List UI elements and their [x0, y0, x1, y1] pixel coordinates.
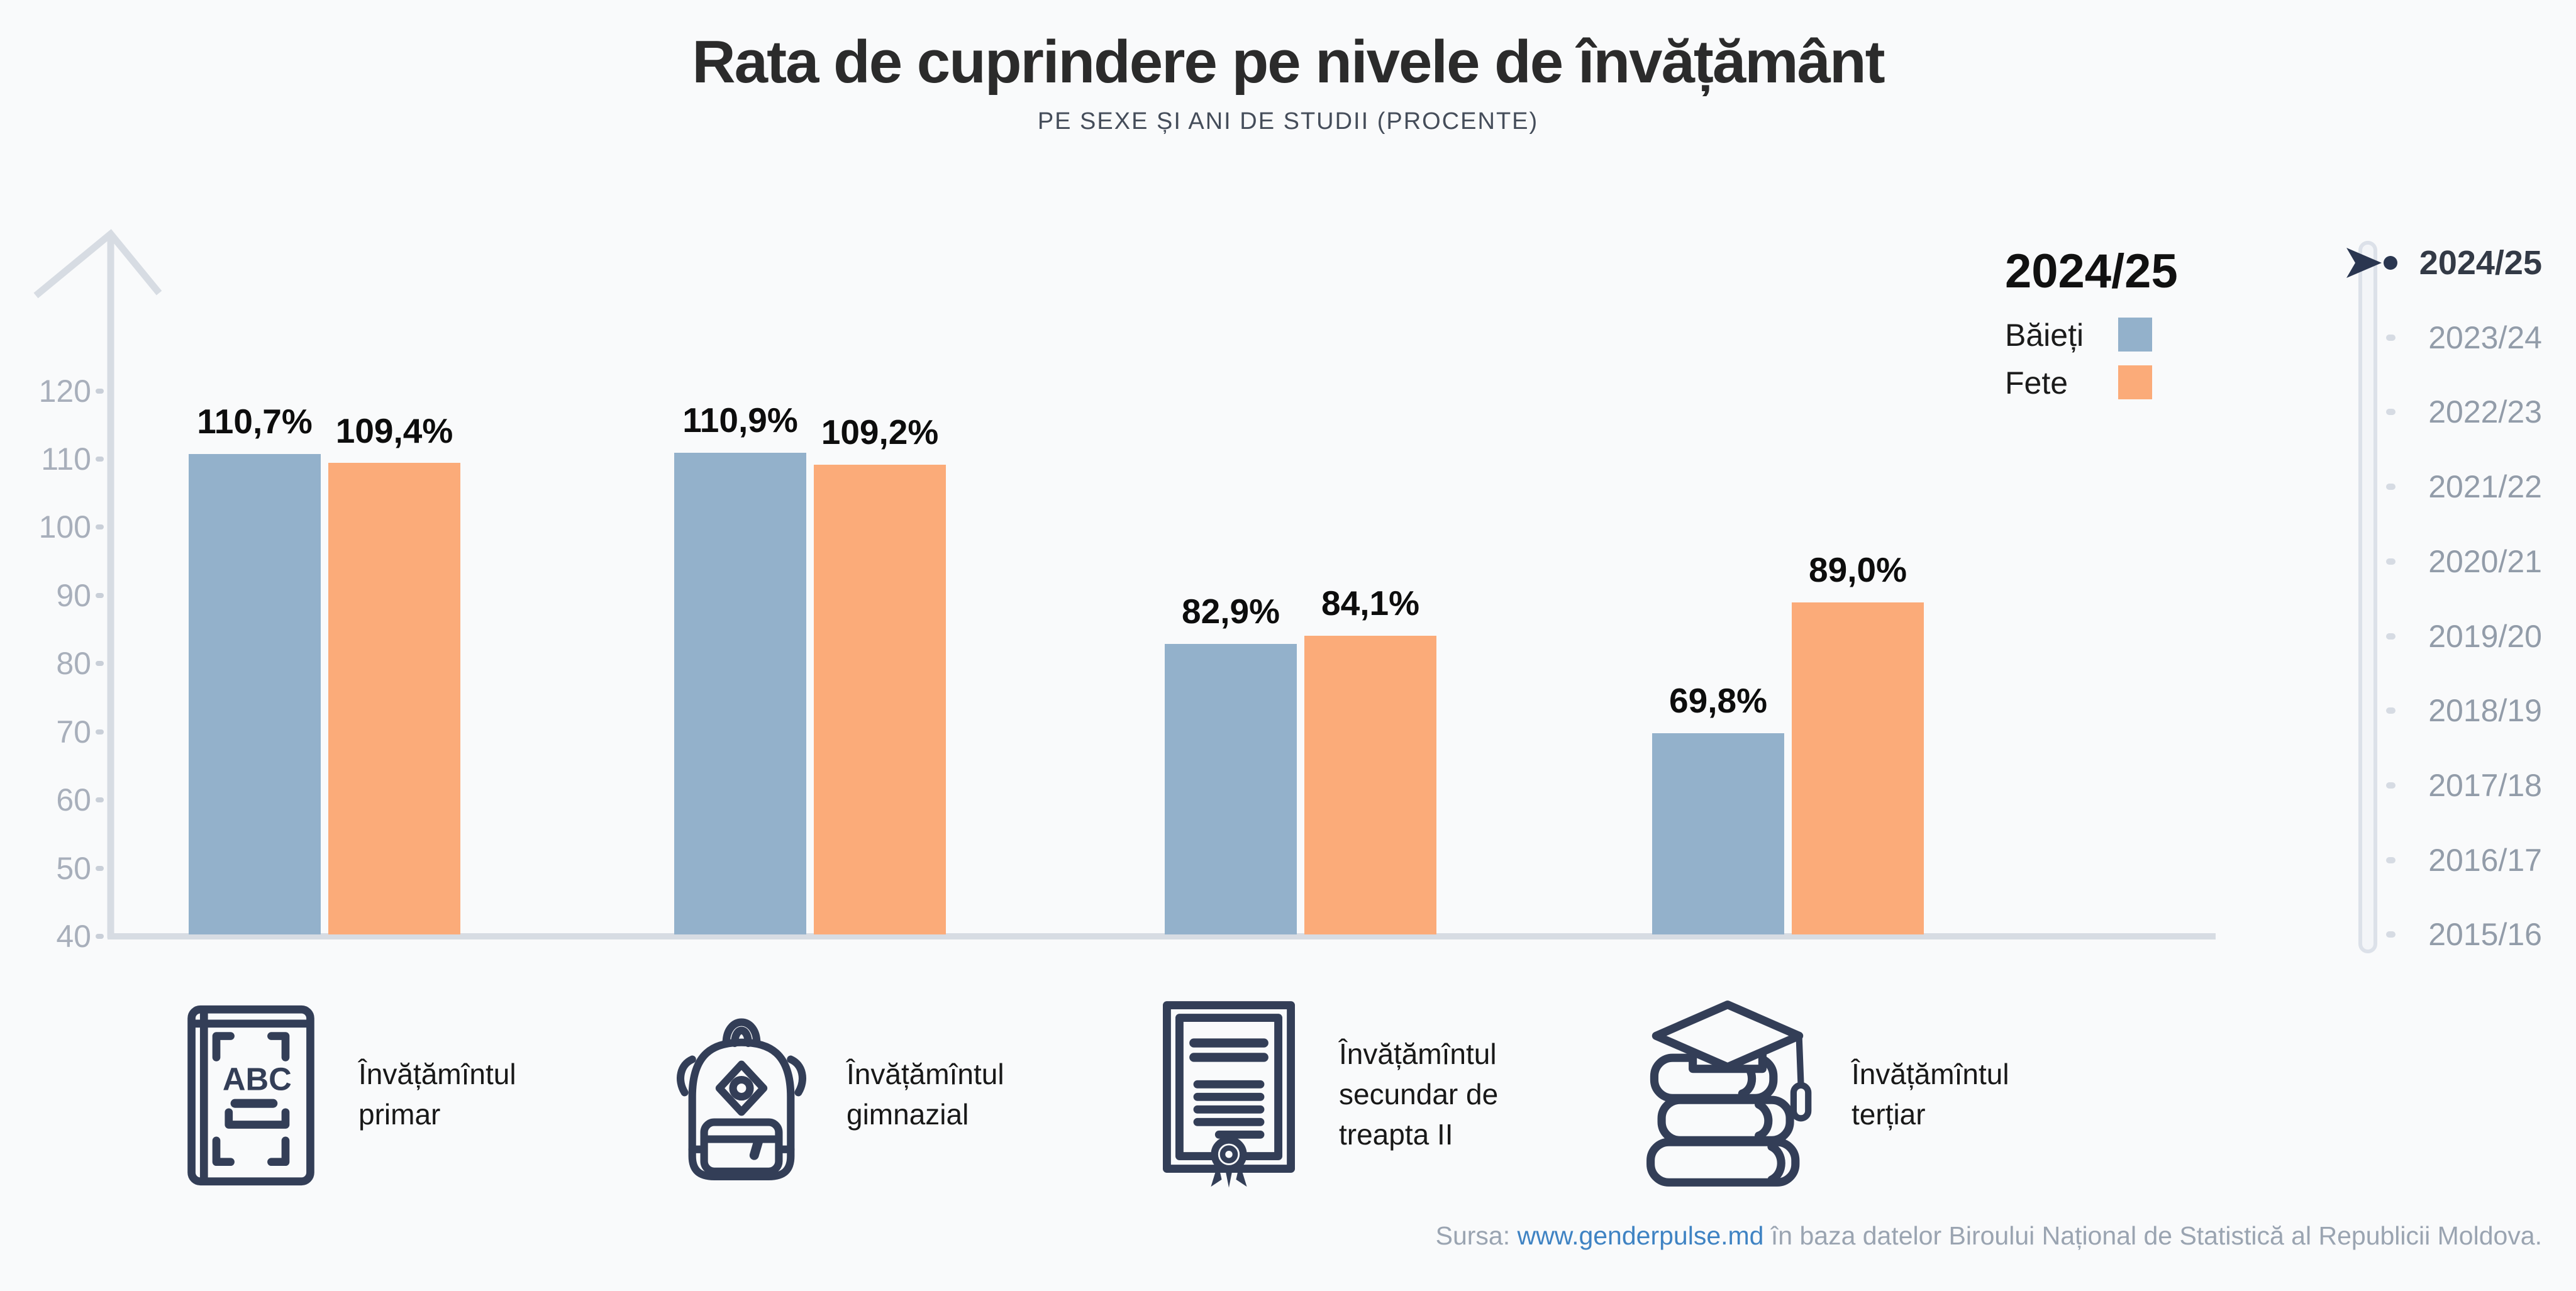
y-axis-tick [96, 729, 104, 734]
diploma-icon [1163, 1001, 1295, 1188]
legend-selected-year: 2024/25 [2005, 245, 2178, 298]
timeline-year-2015-16[interactable]: 2015/16 [2337, 914, 2548, 955]
timeline-dot [2386, 409, 2396, 416]
timeline-year-2020-21[interactable]: 2020/21 [2337, 541, 2548, 582]
bar-value-label: 109,2% [821, 412, 939, 452]
y-axis-tick [96, 388, 104, 394]
timeline-dot [2386, 856, 2396, 863]
timeline-dot [2386, 633, 2396, 640]
timeline-year-label: 2017/18 [2428, 767, 2542, 803]
bar-fete-group2 [814, 464, 946, 934]
timeline-year-label: 2015/16 [2428, 917, 2542, 953]
bar-value-label: 89,0% [1809, 550, 1907, 589]
bar-fete-group4 [1792, 602, 1924, 934]
timeline-selection-arrow-icon [2346, 248, 2382, 278]
y-axis-tick-label: 70 [56, 714, 91, 750]
y-axis-tick [96, 456, 104, 462]
timeline-year-2017-18[interactable]: 2017/18 [2337, 765, 2548, 806]
timeline-year-2022-23[interactable]: 2022/23 [2337, 392, 2548, 432]
legend-swatch-boys-icon [2118, 318, 2152, 352]
legend-row-boys: Băieți [2005, 318, 2152, 353]
y-axis-tick-label: 120 [38, 373, 91, 409]
source-link[interactable]: www.genderpulse.md [1517, 1221, 1764, 1250]
y-axis-tick-label: 80 [56, 646, 91, 682]
category-label-primar: Învățămîntul primar [358, 1058, 516, 1131]
source-prefix: Sursa: [1435, 1221, 1518, 1250]
y-axis-tick [96, 865, 104, 871]
source-line: Sursa: www.genderpulse.md în baza datelo… [1436, 1221, 2542, 1251]
category-label-gimnazial: Învățămîntul gimnazial [847, 1058, 1004, 1131]
y-axis-arrow-icon [33, 229, 162, 299]
bar-value-label: 69,8% [1669, 680, 1767, 720]
legend-swatch-girls-icon [2118, 365, 2152, 399]
bar-value-label: 110,9% [682, 401, 798, 440]
bar-baieti-group1 [189, 454, 321, 934]
y-axis-tick-label: 50 [56, 850, 91, 886]
category-label-secundar: Învățămîntul secundar de treapta II [1339, 1038, 1499, 1151]
bar-baieti-group3 [1165, 643, 1297, 934]
books-cap-icon [1646, 1000, 1812, 1187]
page-title: Rata de cuprindere pe nivele de învățămâ… [692, 28, 1885, 96]
page-subtitle: PE SEXE ȘI ANI DE STUDII (PROCENTE) [1037, 108, 1539, 135]
timeline-year-label: 2021/22 [2428, 469, 2542, 505]
legend-label-girls: Fete [2005, 365, 2068, 401]
timeline-year-2023-24[interactable]: 2023/24 [2337, 318, 2548, 358]
y-axis-tick [96, 934, 104, 939]
timeline-dot [2386, 931, 2396, 938]
bar-value-label: 109,4% [335, 411, 453, 450]
timeline-year-label: 2022/23 [2428, 394, 2542, 430]
legend-row-girls: Fete [2005, 365, 2152, 401]
timeline-year-label: 2018/19 [2428, 693, 2542, 729]
y-axis-tick [96, 592, 104, 598]
bar-baieti-group4 [1652, 733, 1784, 934]
y-axis-tick-label: 60 [56, 782, 91, 818]
timeline-dot [2386, 484, 2396, 490]
timeline-year-label: 2023/24 [2428, 319, 2542, 355]
y-axis-tick-label: 100 [38, 509, 91, 545]
timeline-year-2021-22[interactable]: 2021/22 [2337, 467, 2548, 507]
timeline-year-label: 2020/21 [2428, 543, 2542, 579]
timeline-year-label: 2024/25 [2419, 244, 2542, 282]
category-label-tertiar: Învățămîntul terțiar [1852, 1058, 2009, 1131]
bar-fete-group3 [1304, 635, 1436, 934]
timeline-year-label: 2019/20 [2428, 618, 2542, 654]
y-axis-tick-label: 40 [56, 919, 91, 954]
timeline-year-2024-25[interactable]: 2024/25 [2337, 243, 2548, 283]
bar-value-label: 82,9% [1182, 591, 1280, 631]
timeline-year-2019-20[interactable]: 2019/20 [2337, 616, 2548, 657]
backpack-icon [677, 1018, 806, 1181]
y-axis-tick-label: 110 [41, 441, 91, 477]
y-axis-tick [96, 524, 104, 530]
timeline-year-2016-17[interactable]: 2016/17 [2337, 840, 2548, 880]
legend-label-boys: Băieți [2005, 318, 2084, 353]
bar-value-label: 84,1% [1321, 583, 1419, 623]
bar-value-label: 110,7% [197, 402, 313, 441]
timeline-track[interactable] [2358, 241, 2377, 953]
timeline-dot [2386, 782, 2396, 789]
y-axis-tick [96, 661, 104, 667]
svg-text:ABC: ABC [223, 1061, 292, 1097]
timeline-dot [2386, 558, 2396, 565]
timeline-year-label: 2016/17 [2428, 842, 2542, 878]
y-axis-tick [96, 797, 104, 803]
bar-fete-group1 [328, 463, 460, 934]
source-suffix: în baza datelor Biroului Național de Sta… [1763, 1221, 2542, 1250]
abc-book-icon: ABC [187, 1005, 314, 1186]
timeline-dot [2386, 334, 2396, 341]
bar-baieti-group2 [674, 453, 806, 934]
timeline-dot [2386, 707, 2396, 714]
timeline-year-2018-19[interactable]: 2018/19 [2337, 690, 2548, 731]
y-axis-tick-label: 90 [56, 577, 91, 613]
timeline-dot [2384, 256, 2397, 270]
